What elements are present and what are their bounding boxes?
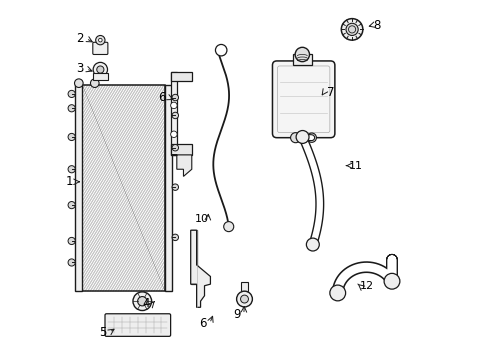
Circle shape	[68, 237, 75, 244]
Bar	[292, 54, 311, 65]
Bar	[164, 85, 172, 291]
Circle shape	[172, 234, 178, 240]
Circle shape	[172, 184, 178, 190]
Bar	[75, 85, 82, 291]
Bar	[171, 72, 191, 81]
Text: 9: 9	[233, 308, 241, 321]
Circle shape	[306, 133, 316, 142]
Circle shape	[137, 297, 147, 306]
Circle shape	[170, 102, 177, 109]
Polygon shape	[171, 155, 191, 176]
FancyBboxPatch shape	[93, 42, 108, 54]
Circle shape	[172, 94, 178, 101]
Text: 4: 4	[142, 297, 149, 310]
Circle shape	[341, 19, 362, 40]
Circle shape	[96, 36, 105, 45]
Circle shape	[295, 47, 309, 62]
FancyBboxPatch shape	[105, 314, 170, 336]
Circle shape	[97, 66, 104, 73]
Circle shape	[240, 295, 248, 303]
Circle shape	[170, 131, 177, 138]
Circle shape	[68, 134, 75, 140]
Bar	[93, 73, 107, 80]
Circle shape	[68, 90, 75, 98]
Circle shape	[290, 133, 300, 143]
Bar	[82, 85, 164, 291]
Text: 12: 12	[359, 281, 373, 291]
Circle shape	[306, 238, 319, 251]
Circle shape	[68, 166, 75, 173]
Circle shape	[223, 222, 233, 231]
Circle shape	[68, 105, 75, 112]
Bar	[241, 282, 247, 291]
Bar	[171, 144, 191, 155]
Circle shape	[329, 285, 345, 301]
Text: 3: 3	[76, 62, 83, 75]
Circle shape	[346, 23, 357, 36]
FancyBboxPatch shape	[272, 61, 334, 138]
Circle shape	[172, 112, 178, 119]
Text: 11: 11	[348, 161, 362, 171]
Circle shape	[99, 39, 102, 42]
Circle shape	[133, 292, 151, 311]
Circle shape	[215, 44, 226, 56]
Text: 5: 5	[99, 326, 106, 339]
Circle shape	[93, 62, 107, 77]
Polygon shape	[190, 230, 210, 307]
Circle shape	[236, 291, 252, 307]
Text: 1: 1	[65, 175, 73, 188]
Circle shape	[74, 79, 83, 87]
Bar	[171, 72, 177, 155]
Text: 6: 6	[158, 91, 165, 104]
Circle shape	[68, 202, 75, 209]
Circle shape	[68, 259, 75, 266]
Text: 7: 7	[326, 86, 334, 99]
Text: 6: 6	[199, 317, 206, 330]
Circle shape	[90, 79, 99, 87]
Circle shape	[383, 273, 399, 289]
Text: 8: 8	[373, 19, 380, 32]
Text: 2: 2	[76, 32, 83, 45]
Circle shape	[296, 131, 308, 143]
Circle shape	[172, 144, 178, 151]
Bar	[190, 230, 196, 284]
Text: 10: 10	[194, 215, 208, 224]
